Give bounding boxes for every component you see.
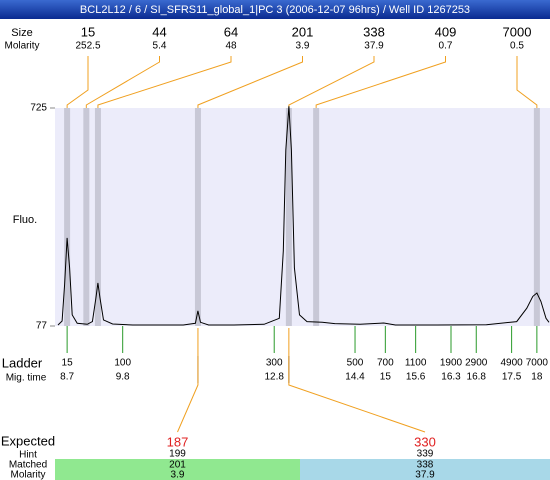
ladder-size: 500 [347, 358, 364, 369]
ladder-size: 700 [377, 358, 394, 369]
hint-value: 339 [417, 449, 434, 460]
ladder-time: 16.8 [467, 372, 487, 383]
ladder-size: 1900 [440, 358, 463, 369]
peak-connector [85, 56, 160, 108]
plot-area [55, 108, 550, 326]
peak-connector [315, 56, 446, 108]
expected-connector [288, 328, 426, 433]
hint-label: Hint [19, 450, 37, 461]
peak-molarity: 0.5 [510, 41, 524, 52]
peak-molarity: 252.5 [75, 41, 100, 52]
matched-value: 201 [169, 460, 186, 471]
matched-label: Matched [9, 460, 47, 471]
ladder-size: 15 [62, 358, 74, 369]
peak-size: 7000 [503, 24, 532, 39]
peak-size: 44 [152, 24, 166, 39]
ladder-size: 7000 [526, 358, 549, 369]
peak-size: 64 [224, 24, 238, 39]
peak-molarity: 37.9 [364, 41, 384, 52]
ladder-time: 18 [531, 372, 543, 383]
peak-size: 409 [435, 24, 457, 39]
peak-connector [97, 56, 232, 108]
peak-band [94, 108, 101, 326]
size-label: Size [11, 27, 32, 39]
molarity-value: 37.9 [415, 470, 435, 480]
matched-box [300, 459, 550, 480]
expected-size: 187 [167, 434, 189, 449]
y-tick-label: 77 [36, 321, 48, 332]
peak-molarity: 3.9 [296, 41, 310, 52]
ladder-label: Ladder [2, 355, 43, 370]
chart-title: BCL2L12 / 6 / SI_SFRS11_global_1|PC 3 (2… [80, 4, 470, 16]
peak-molarity: 0.7 [439, 41, 453, 52]
ladder-size: 4900 [500, 358, 523, 369]
expected-molarity-label: Molarity [10, 470, 45, 480]
ladder-size: 1100 [405, 358, 427, 369]
ladder-time: 16.3 [441, 372, 461, 383]
peak-connector [197, 56, 303, 108]
molarity-value: 3.9 [171, 470, 185, 480]
matched-value: 338 [417, 460, 434, 471]
matched-box [55, 459, 300, 480]
peak-band [285, 108, 292, 326]
trace [57, 106, 550, 326]
expected-size: 330 [414, 434, 436, 449]
y-axis-label: Fluo. [13, 214, 37, 226]
ladder-size: 2900 [465, 358, 488, 369]
peak-connector [66, 56, 89, 108]
expected-label: Expected [1, 433, 55, 448]
ladder-time: 8.7 [60, 372, 74, 383]
peak-connector [516, 56, 538, 108]
ladder-time: 14.4 [345, 372, 365, 383]
ladder-time: 9.8 [116, 372, 130, 383]
peak-band [194, 108, 201, 326]
hint-value: 199 [169, 449, 186, 460]
peak-band [83, 108, 90, 326]
y-tick-label: 725 [30, 103, 47, 114]
peak-size: 201 [292, 24, 314, 39]
mig-time-label: Mig. time [6, 373, 47, 384]
ladder-size: 300 [266, 358, 283, 369]
ladder-time: 12.8 [264, 372, 284, 383]
ladder-time: 15.6 [406, 372, 426, 383]
peak-size: 15 [81, 24, 95, 39]
ladder-time: 15 [380, 372, 392, 383]
peak-band [533, 108, 540, 326]
peak-molarity: 5.4 [153, 41, 167, 52]
molarity-label: Molarity [4, 41, 39, 52]
peak-band [313, 108, 320, 326]
title-bar [0, 0, 550, 19]
expected-connector [177, 328, 199, 433]
ladder-time: 17.5 [502, 372, 522, 383]
peak-band [64, 108, 71, 326]
peak-molarity: 48 [225, 41, 237, 52]
peak-size: 338 [363, 24, 385, 39]
ladder-size: 100 [114, 358, 131, 369]
